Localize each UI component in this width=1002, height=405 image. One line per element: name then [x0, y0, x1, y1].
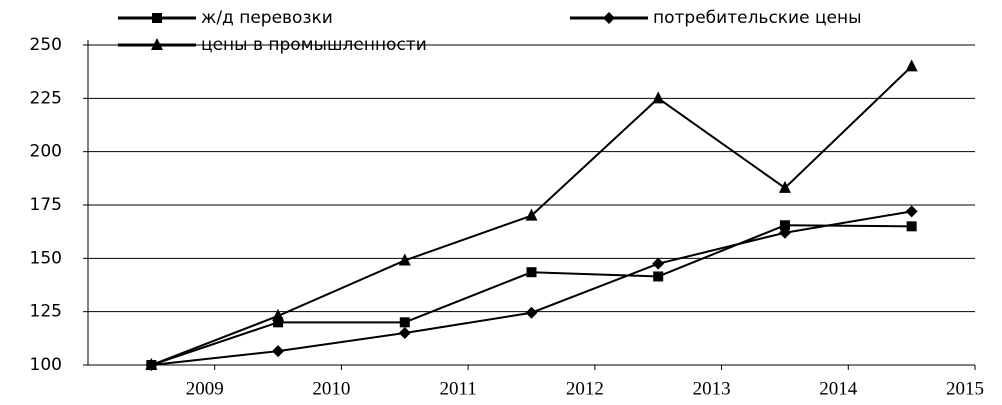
point: [525, 306, 538, 319]
x-tick-label: 2011: [439, 378, 476, 399]
legend-label: потребительские цены: [653, 8, 862, 28]
point: [779, 220, 790, 231]
y-tick-label: 100: [30, 355, 62, 375]
point: [525, 208, 538, 221]
legend-label: цены в промышленности: [201, 35, 427, 55]
point: [906, 221, 917, 232]
series-line: [151, 210, 912, 366]
y-tick-label: 150: [30, 248, 62, 268]
legend-marker: [151, 38, 163, 50]
point: [398, 327, 411, 339]
point: [398, 253, 411, 266]
y-tick-label: 200: [30, 142, 62, 162]
x-tick-label: 2012: [566, 378, 604, 399]
point: [905, 205, 918, 218]
point: [272, 345, 285, 358]
y-tick-label: 175: [30, 195, 62, 215]
point: [272, 308, 285, 321]
point: [778, 226, 791, 239]
legend-label: ж/д перевозки: [201, 8, 333, 28]
point: [526, 267, 537, 278]
y-tick-label: 125: [30, 302, 62, 322]
point: [273, 317, 284, 328]
point: [145, 358, 158, 370]
point: [905, 59, 918, 72]
point: [778, 180, 791, 193]
y-tick-label: 250: [30, 35, 62, 55]
x-tick-label: 2015: [946, 378, 984, 399]
y-tick-label: 225: [30, 88, 62, 108]
x-tick-label: 2009: [186, 378, 224, 399]
x-tick-label: 2010: [312, 378, 350, 399]
x-tick-label: 2013: [693, 378, 731, 399]
point: [652, 257, 665, 270]
series-line: [151, 224, 912, 366]
point: [653, 271, 664, 282]
legend-marker: [603, 12, 615, 24]
legend-marker: [152, 13, 162, 23]
point: [652, 91, 665, 104]
x-tick-label: 2014: [819, 378, 858, 399]
point: [399, 317, 410, 328]
